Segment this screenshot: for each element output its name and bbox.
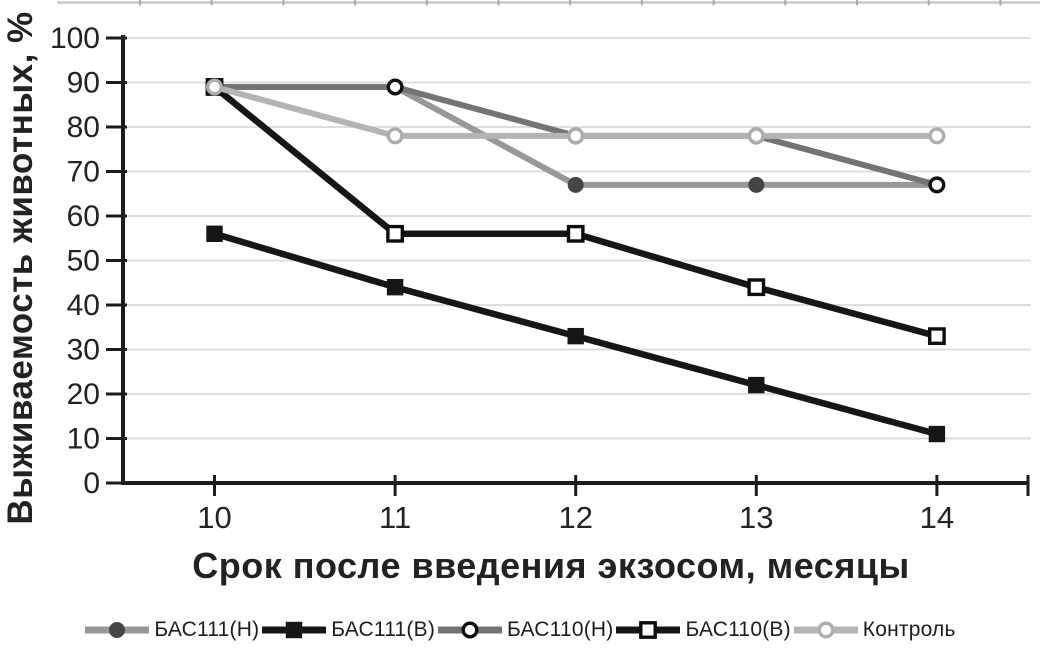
x-tick-label: 12 (558, 500, 592, 535)
legend-swatch-icon (793, 621, 858, 639)
open-circle-marker-icon (928, 127, 946, 145)
open-square-marker-icon (566, 224, 585, 243)
y-axis-title: Выживаемость животных, % (1, 11, 40, 525)
filled-circle-marker-icon (748, 176, 765, 193)
top-ruler (57, 0, 1040, 6)
legend-label: Контроль (862, 618, 956, 641)
legend-item-2: БАС110(Н) (436, 617, 614, 643)
series-3-line (212, 84, 938, 340)
y-tick-label: 30 (67, 334, 100, 367)
y-tick-label: 90 (67, 67, 100, 100)
open-circle-marker-icon (817, 621, 835, 639)
y-tick-label: 60 (67, 200, 100, 233)
x-tick-label: 11 (379, 500, 411, 535)
filled-square-marker-icon (748, 376, 765, 394)
open-circle-marker-icon (747, 127, 765, 145)
x-tick-label: 10 (197, 500, 231, 535)
legend-swatch-icon (438, 621, 503, 639)
open-circle-marker-icon (461, 621, 479, 639)
legend-label: БАС110(Н) (507, 618, 614, 641)
filled-square-marker-icon (286, 621, 303, 639)
y-tick-label: 100 (50, 22, 100, 55)
y-tick-label: 40 (67, 289, 100, 322)
y-tick-label: 50 (67, 245, 100, 278)
x-axis-ticks: 10 11 12 13 14 (197, 475, 1030, 535)
open-square-marker-icon (639, 621, 658, 639)
filled-square-marker-icon (567, 327, 584, 345)
legend-swatch-icon (262, 621, 327, 639)
x-tick-label: 14 (920, 500, 954, 535)
open-circle-marker-icon (928, 176, 946, 194)
open-circle-marker-icon (567, 127, 585, 145)
legend-swatch-icon (85, 622, 150, 638)
series-4 (205, 78, 946, 145)
series-1 (206, 225, 946, 443)
filled-square-marker-icon (206, 225, 223, 242)
open-square-marker-icon (747, 278, 766, 297)
y-axis-ticks: 0 10 20 30 40 50 60 70 80 90 100 (50, 22, 127, 500)
open-circle-marker-icon (386, 127, 404, 145)
y-tick-label: 10 (67, 423, 100, 456)
gridlines (123, 37, 1031, 440)
legend-item-1: БАС111(В) (260, 617, 436, 643)
x-axis-title: Срок после введения экзосом, месяцы (192, 545, 910, 586)
open-circle-marker-icon (205, 78, 223, 96)
open-square-marker-icon (928, 327, 946, 346)
legend-swatch-icon (616, 621, 681, 639)
filled-circle-marker-icon (567, 176, 584, 193)
filled-square-marker-icon (928, 425, 946, 443)
y-tick-label: 20 (67, 378, 100, 411)
filled-circle-marker-icon (109, 622, 126, 638)
open-square-marker-icon (386, 224, 404, 243)
legend: БАС111(Н) БАС111(В) БАС110(Н) БАС110(В) Конт… (0, 607, 1040, 653)
legend-item-4: Контроль (792, 617, 957, 643)
y-tick-label: 80 (67, 111, 100, 144)
legend-item-3: БАС110(В) (614, 617, 791, 643)
filled-square-marker-icon (386, 279, 404, 296)
legend-item-0: БАС111(Н) (83, 617, 260, 643)
legend-label: БАС111(В) (331, 618, 436, 641)
y-tick-label: 70 (67, 156, 100, 189)
open-circle-marker-icon (386, 78, 404, 96)
legend-label: БАС110(В) (685, 618, 791, 641)
series-3 (205, 78, 946, 346)
x-tick-label: 13 (739, 500, 773, 535)
y-tick-label: 0 (83, 467, 100, 500)
legend-label: БАС111(Н) (154, 618, 260, 641)
